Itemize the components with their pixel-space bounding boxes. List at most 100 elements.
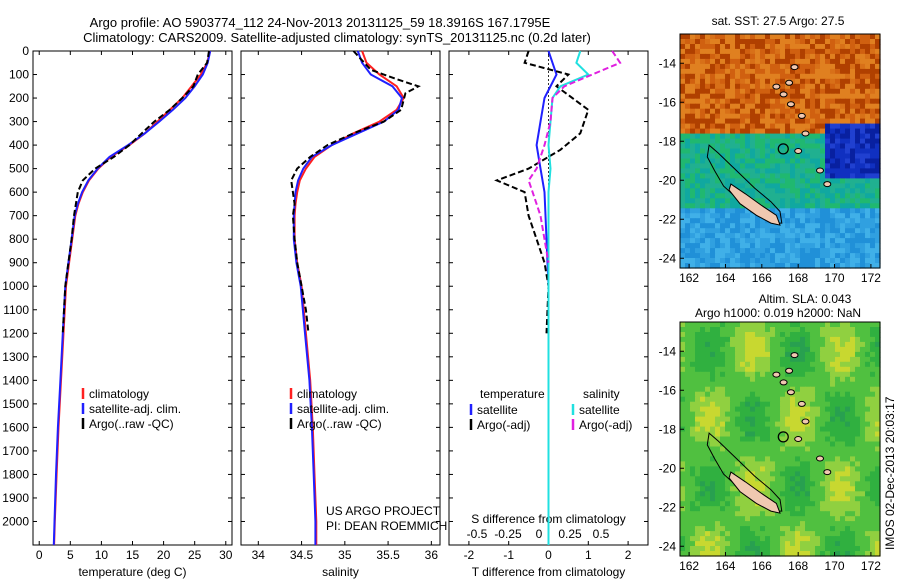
heatmap-cell xyxy=(825,411,831,418)
heatmap-cell xyxy=(745,53,751,60)
heatmap-cell xyxy=(865,546,871,552)
heatmap-cell xyxy=(850,128,856,135)
heatmap-cell xyxy=(705,39,711,45)
heatmap-cell xyxy=(835,386,841,393)
heatmap-cell xyxy=(820,233,826,239)
heatmap-cell xyxy=(695,401,701,408)
heatmap-cell xyxy=(700,327,706,333)
heatmap-cell xyxy=(815,436,821,443)
heatmap-cell xyxy=(860,148,866,155)
heatmap-cell xyxy=(710,243,716,249)
heatmap-cell xyxy=(685,168,691,174)
heatmap-cell xyxy=(765,58,771,65)
heatmap-cell xyxy=(740,436,746,443)
heatmap-cell xyxy=(800,193,806,199)
heatmap-cell xyxy=(795,44,801,50)
heatmap-cell xyxy=(765,203,771,209)
heatmap-cell xyxy=(705,356,711,363)
heatmap-cell xyxy=(795,98,801,105)
heatmap-cell xyxy=(790,253,796,259)
heatmap-cell xyxy=(780,332,786,338)
heatmap-cell xyxy=(820,486,826,492)
heatmap-cell xyxy=(845,521,851,527)
heatmap-cell xyxy=(855,58,861,65)
heatmap-cell xyxy=(805,481,811,487)
heatmap-cell xyxy=(710,93,716,100)
heatmap-cell xyxy=(780,416,786,423)
heatmap-cell xyxy=(680,53,686,60)
y-tick-label: -16 xyxy=(659,95,677,109)
heatmap-cell xyxy=(710,98,716,105)
heatmap-cell xyxy=(750,253,756,259)
heatmap-cell xyxy=(785,39,791,45)
heatmap-cell xyxy=(730,143,736,150)
heatmap-cell xyxy=(780,228,786,234)
heatmap-cell xyxy=(865,44,871,50)
heatmap-cell xyxy=(700,406,706,413)
heatmap-cell xyxy=(815,198,821,204)
heatmap-cell xyxy=(755,68,761,75)
heatmap-cell xyxy=(875,551,881,557)
heatmap-cell xyxy=(835,258,841,264)
heatmap-cell xyxy=(775,133,781,140)
heatmap-cell xyxy=(810,113,816,120)
heatmap-cell xyxy=(700,188,706,194)
heatmap-cell xyxy=(800,223,806,229)
heatmap-cell xyxy=(695,521,701,527)
heatmap-cell xyxy=(855,381,861,388)
heatmap-cell xyxy=(720,511,726,517)
heatmap-cell xyxy=(770,68,776,75)
heatmap-cell xyxy=(815,44,821,50)
island-shape xyxy=(786,389,795,396)
heatmap-cell xyxy=(700,322,706,328)
heatmap-cell xyxy=(785,496,791,502)
heatmap-cell xyxy=(725,481,731,487)
heatmap-cell xyxy=(870,446,876,453)
heatmap-cell xyxy=(865,253,871,259)
heatmap-cell xyxy=(850,551,856,557)
heatmap-cell xyxy=(845,511,851,517)
heatmap-cell xyxy=(790,356,796,363)
heatmap-cell xyxy=(845,118,851,125)
heatmap-cell xyxy=(780,456,786,462)
heatmap-cell xyxy=(705,327,711,333)
heatmap-cell xyxy=(865,158,871,165)
heatmap-cell xyxy=(830,366,836,373)
heatmap-cell xyxy=(735,327,741,333)
heatmap-cell xyxy=(700,258,706,264)
heatmap-cell xyxy=(770,346,776,353)
heatmap-cell xyxy=(830,521,836,527)
heatmap-cell xyxy=(745,243,751,249)
heatmap-cell xyxy=(705,491,711,497)
heatmap-cell xyxy=(820,138,826,145)
heatmap-cell xyxy=(740,183,746,189)
heatmap-cell xyxy=(795,183,801,189)
heatmap-cell xyxy=(755,346,761,353)
heatmap-cell xyxy=(815,113,821,120)
heatmap-cell xyxy=(780,218,786,224)
heatmap-cell xyxy=(805,88,811,95)
heatmap-cell xyxy=(850,521,856,527)
heatmap-cell xyxy=(710,253,716,259)
heatmap-cell xyxy=(825,541,831,547)
heatmap-cell xyxy=(795,223,801,229)
heatmap-cell xyxy=(730,158,736,165)
heatmap-cell xyxy=(875,361,881,368)
heatmap-cell xyxy=(745,98,751,105)
heatmap-cell xyxy=(850,531,856,537)
heatmap-cell xyxy=(820,203,826,209)
heatmap-cell xyxy=(870,346,876,353)
heatmap-cell xyxy=(870,356,876,363)
heatmap-cell xyxy=(740,332,746,338)
heatmap-cell xyxy=(710,68,716,75)
heatmap-cell xyxy=(805,436,811,443)
heatmap-cell xyxy=(705,411,711,418)
heatmap-cell xyxy=(860,426,866,433)
heatmap-cell xyxy=(835,203,841,209)
heatmap-cell xyxy=(785,63,791,70)
heatmap-cell xyxy=(745,188,751,194)
heatmap-cell xyxy=(815,83,821,90)
heatmap-cell xyxy=(760,336,766,343)
heatmap-cell xyxy=(745,406,751,413)
heatmap-cell xyxy=(695,476,701,482)
